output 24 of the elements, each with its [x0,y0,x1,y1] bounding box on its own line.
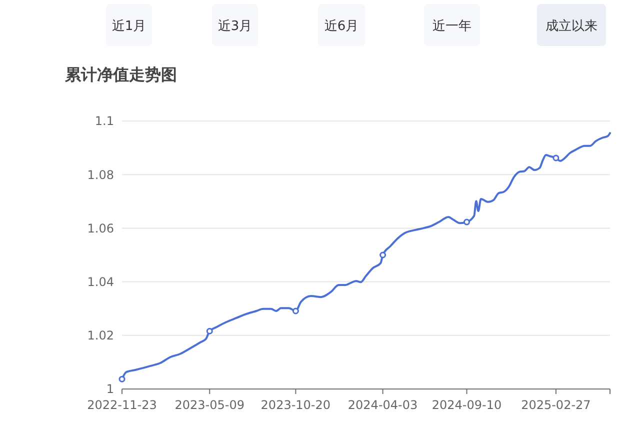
range-button: 近一年 [424,4,480,46]
point [206,328,213,334]
y-tick-label: 1.02 [87,328,114,343]
x-tick-label: 2024-09-10 [432,398,502,412]
y-tick-label: 1.06 [87,221,114,236]
x-tick-label: 2023-10-20 [260,398,331,412]
range-button: 近3月 [212,4,258,46]
y-tick-label: 1 [106,382,114,396]
y-tick-label: 1.04 [87,275,114,289]
point [292,308,299,314]
point [464,218,470,226]
range-button: 成立以来 [537,4,606,46]
point [118,376,126,382]
point [380,252,386,258]
y-tick-label: 1.1 [94,114,114,128]
y-tick-label: 1.08 [87,168,114,182]
x-tick-label: 2023-05-09 [174,398,245,412]
chart-title: 累计净值走势图 [64,65,177,84]
x-tick-label: 2025-02-27 [521,398,591,412]
x-tick-label: 2022-11-23 [87,398,157,412]
range-button: 近6月 [318,4,365,46]
point [552,154,560,162]
x-tick-label: 2024-04-03 [348,398,418,412]
range-button: 近1月 [106,4,152,46]
